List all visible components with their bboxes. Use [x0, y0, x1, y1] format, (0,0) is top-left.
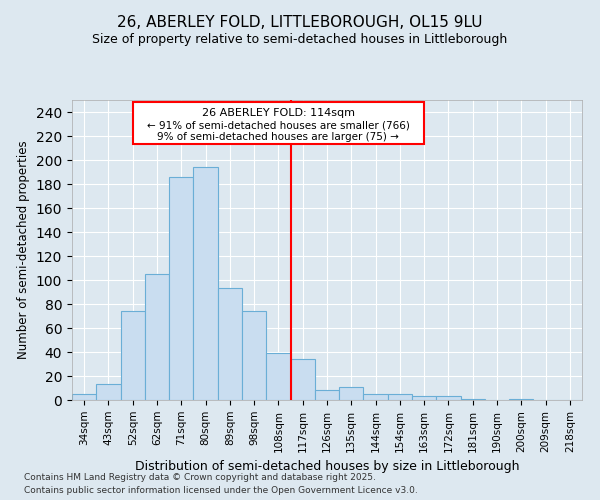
- Text: Contains public sector information licensed under the Open Government Licence v3: Contains public sector information licen…: [24, 486, 418, 495]
- Bar: [96, 384, 121, 400]
- Bar: [121, 311, 145, 400]
- Bar: [290, 359, 315, 400]
- Text: 26 ABERLEY FOLD: 114sqm: 26 ABERLEY FOLD: 114sqm: [202, 108, 355, 118]
- Bar: [436, 396, 461, 400]
- Bar: [412, 396, 436, 400]
- Bar: [364, 394, 388, 400]
- Bar: [193, 167, 218, 400]
- X-axis label: Distribution of semi-detached houses by size in Littleborough: Distribution of semi-detached houses by …: [135, 460, 519, 473]
- Bar: [72, 394, 96, 400]
- Bar: [315, 390, 339, 400]
- Bar: [339, 387, 364, 400]
- Text: 9% of semi-detached houses are larger (75) →: 9% of semi-detached houses are larger (7…: [157, 132, 400, 142]
- Bar: [388, 394, 412, 400]
- Bar: [461, 399, 485, 400]
- Text: 26, ABERLEY FOLD, LITTLEBOROUGH, OL15 9LU: 26, ABERLEY FOLD, LITTLEBOROUGH, OL15 9L…: [117, 15, 483, 30]
- Bar: [242, 311, 266, 400]
- Bar: [169, 177, 193, 400]
- Bar: [509, 399, 533, 400]
- Y-axis label: Number of semi-detached properties: Number of semi-detached properties: [17, 140, 30, 360]
- Bar: [266, 353, 290, 400]
- Text: ← 91% of semi-detached houses are smaller (766): ← 91% of semi-detached houses are smalle…: [147, 120, 410, 130]
- FancyBboxPatch shape: [133, 102, 424, 144]
- Bar: [145, 274, 169, 400]
- Text: Size of property relative to semi-detached houses in Littleborough: Size of property relative to semi-detach…: [92, 32, 508, 46]
- Bar: [218, 288, 242, 400]
- Text: Contains HM Land Registry data © Crown copyright and database right 2025.: Contains HM Land Registry data © Crown c…: [24, 474, 376, 482]
